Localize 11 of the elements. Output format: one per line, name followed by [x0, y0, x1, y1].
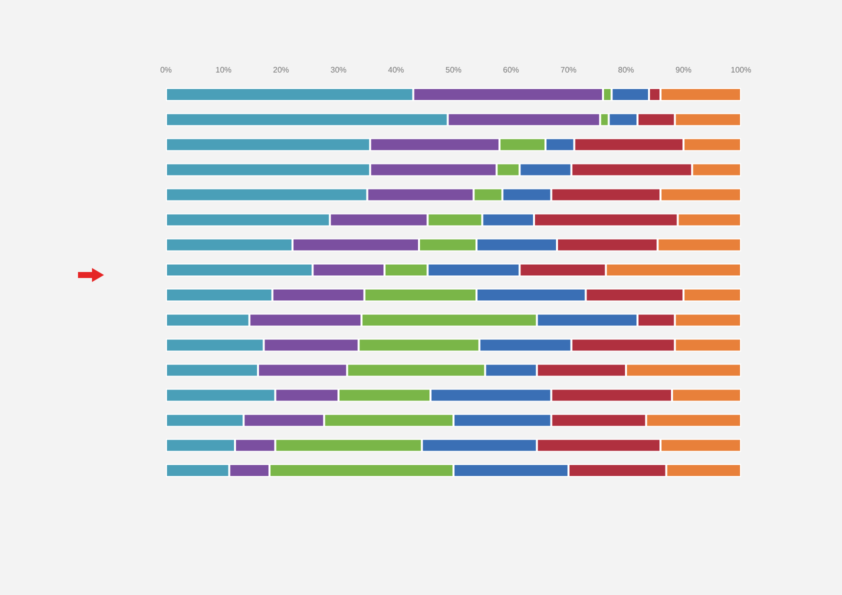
x-tick-label: 40%	[388, 66, 404, 74]
x-tick-label: 90%	[675, 66, 692, 74]
x-tick-label: 70%	[560, 66, 577, 74]
x-tick-label: 30%	[330, 66, 347, 74]
x-tick-label: 100%	[730, 66, 752, 74]
x-tick-label: 80%	[618, 66, 634, 74]
x-tick-label: 10%	[215, 66, 232, 74]
x-tick-label: 0%	[160, 66, 172, 74]
x-tick-label: 50%	[445, 66, 462, 74]
x-tick-label: 20%	[272, 66, 290, 74]
x-tick-label: 60%	[502, 66, 520, 74]
